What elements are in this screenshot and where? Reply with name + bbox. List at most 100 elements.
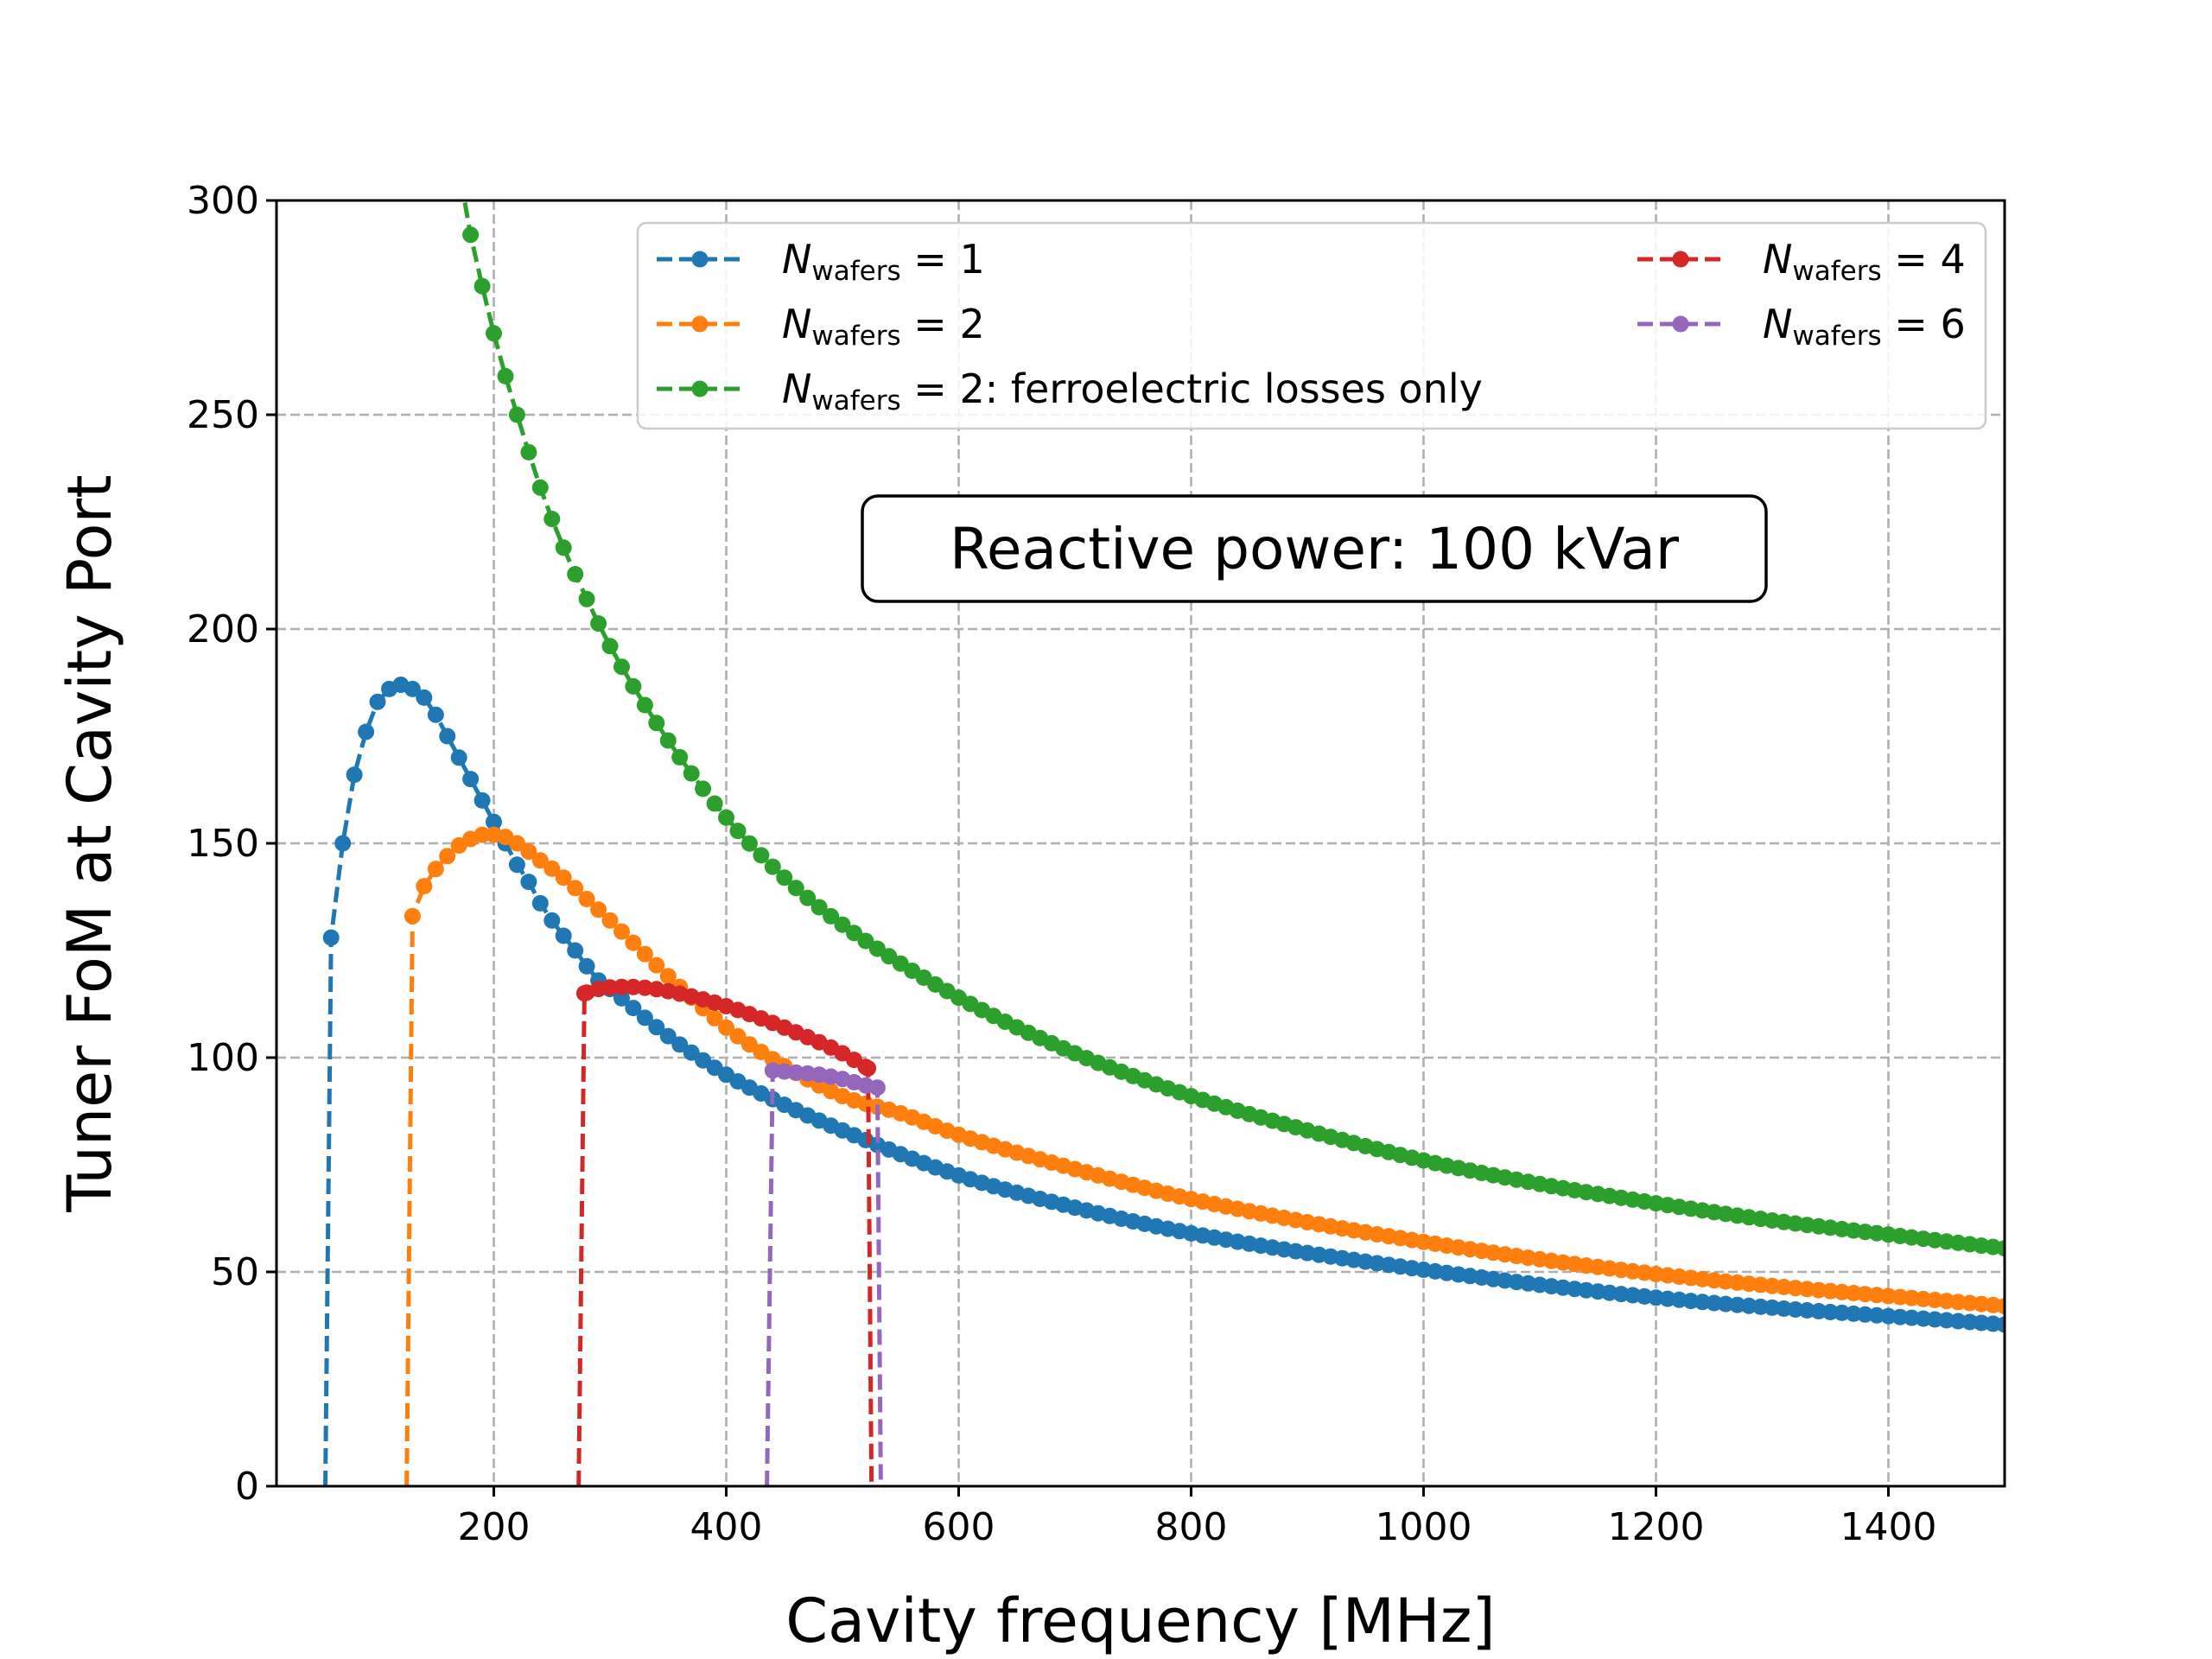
data-point-n2_ferro: [613, 658, 630, 676]
data-point-n6: [787, 1064, 804, 1081]
data-point-n1: [1787, 1301, 1804, 1318]
legend-label: Nwafers = 2: ferroelectric losses only: [782, 365, 1483, 416]
data-point-n2_ferro: [520, 443, 537, 461]
data-point-n2: [543, 860, 561, 877]
data-point-n2: [439, 848, 456, 865]
data-point-n1: [474, 791, 491, 809]
data-point-n2_ferro: [462, 226, 480, 244]
data-point-n1: [508, 856, 525, 874]
data-point-n2_ferro: [857, 932, 874, 950]
legend-label: Nwafers = 6: [1763, 301, 1966, 352]
y-tick-label: 250: [187, 393, 259, 437]
data-point-n2: [659, 968, 677, 985]
legend-label-main: N: [782, 236, 811, 283]
data-point-n2_ferro: [834, 916, 851, 933]
data-point-n2_ferro: [823, 907, 840, 925]
data-point-n1: [450, 749, 467, 766]
data-point-n1: [1903, 1309, 1920, 1326]
legend-label-sub: wafers: [1792, 321, 1881, 352]
legend-item-n4: Nwafers = 4: [1637, 236, 1966, 287]
y-tick-label: 0: [235, 1465, 259, 1509]
legend-label: Nwafers = 4: [1763, 236, 1966, 287]
data-point-n2_ferro: [683, 765, 700, 782]
legend-swatch-marker: [691, 251, 709, 268]
legend-label-sub: wafers: [811, 256, 900, 287]
axis-ticks: 200 400 600 800 1000 1200 1400 0 50 100 150 200 250 3…: [187, 179, 1936, 1549]
data-point-n2_ferro: [474, 277, 491, 295]
data-point-n4: [613, 978, 630, 995]
data-point-n4: [860, 1059, 877, 1077]
data-point-n6: [868, 1079, 886, 1096]
series-n6: [764, 1062, 886, 1486]
x-tick-label: 600: [923, 1505, 995, 1549]
data-point-n2_ferro: [753, 847, 770, 864]
data-point-n2_ferro: [706, 795, 723, 812]
data-point-n1: [625, 1000, 642, 1017]
annotation-text: Reactive power: 100 kVar: [950, 516, 1680, 582]
legend-swatch-marker: [691, 315, 709, 333]
legend-swatch-marker: [1672, 251, 1689, 268]
data-point-n1: [567, 942, 584, 959]
data-point-n2: [404, 907, 421, 925]
series-n4: [575, 978, 877, 1486]
data-point-n1: [683, 1044, 700, 1061]
data-point-n2: [508, 835, 525, 852]
data-point-n2_ferro: [659, 732, 677, 749]
legend-label-rest: = 4: [1882, 236, 1966, 283]
data-point-n2_ferro: [543, 511, 561, 528]
data-point-n1: [1857, 1306, 1874, 1323]
x-tick-label: 400: [690, 1505, 763, 1549]
data-point-n2: [648, 957, 665, 974]
data-point-n1: [358, 723, 375, 741]
data-point-n1: [1973, 1314, 1990, 1332]
data-point-n2_ferro: [590, 615, 607, 632]
data-point-n1: [346, 766, 363, 784]
data-point-n2: [1996, 1298, 2005, 1315]
data-point-n2: [531, 852, 549, 869]
data-point-n2: [474, 826, 491, 843]
y-tick-label: 150: [187, 822, 259, 866]
data-point-n1: [416, 689, 433, 706]
legend-label-sub: wafers: [1792, 256, 1881, 287]
data-point-n1: [520, 874, 537, 891]
legend-label-main: N: [1763, 301, 1792, 347]
data-point-n2: [625, 934, 642, 951]
y-tick-label: 200: [187, 607, 259, 652]
data-point-n1: [334, 835, 352, 852]
x-tick-label: 800: [1155, 1505, 1228, 1549]
data-point-n2_ferro: [636, 696, 653, 714]
legend-swatch-marker: [691, 380, 709, 397]
data-point-n1: [613, 989, 630, 1007]
data-point-n2_ferro: [508, 406, 525, 423]
data-point-n4: [601, 979, 619, 996]
data-point-n2: [601, 912, 619, 929]
data-point-n2: [427, 861, 444, 878]
data-point-n1: [659, 1027, 677, 1045]
legend-item-n1: Nwafers = 1: [657, 236, 985, 287]
legend-label-sub: wafers: [811, 321, 900, 352]
data-point-n2: [613, 923, 630, 940]
data-point-n1: [1949, 1313, 1967, 1330]
legend-label-rest: = 6: [1882, 301, 1966, 347]
data-point-n2: [590, 901, 607, 918]
data-point-n2: [578, 891, 595, 907]
legend-item-n6: Nwafers = 6: [1637, 301, 1966, 352]
legend-label: Nwafers = 1: [782, 236, 985, 287]
legend-label-rest: = 2: [901, 301, 985, 347]
data-point-n1: [578, 957, 595, 975]
data-point-n4: [625, 978, 642, 995]
data-point-n2_ferro: [486, 325, 502, 342]
data-point-n2_ferro: [497, 367, 514, 385]
legend-label-rest: = 2: ferroelectric losses only: [901, 365, 1483, 412]
annotation-frame: [861, 494, 1768, 603]
data-point-n2_ferro: [810, 899, 828, 916]
data-point-n2_ferro: [567, 566, 584, 582]
x-tick-label: 200: [458, 1505, 531, 1549]
data-point-n1: [439, 728, 456, 745]
data-point-n2: [520, 843, 537, 861]
data-point-n1: [486, 813, 502, 830]
series-n2: [404, 826, 2005, 1486]
data-point-n2_ferro: [578, 590, 595, 607]
annotation-box: Reactive power: 100 kVar: [861, 494, 1768, 603]
